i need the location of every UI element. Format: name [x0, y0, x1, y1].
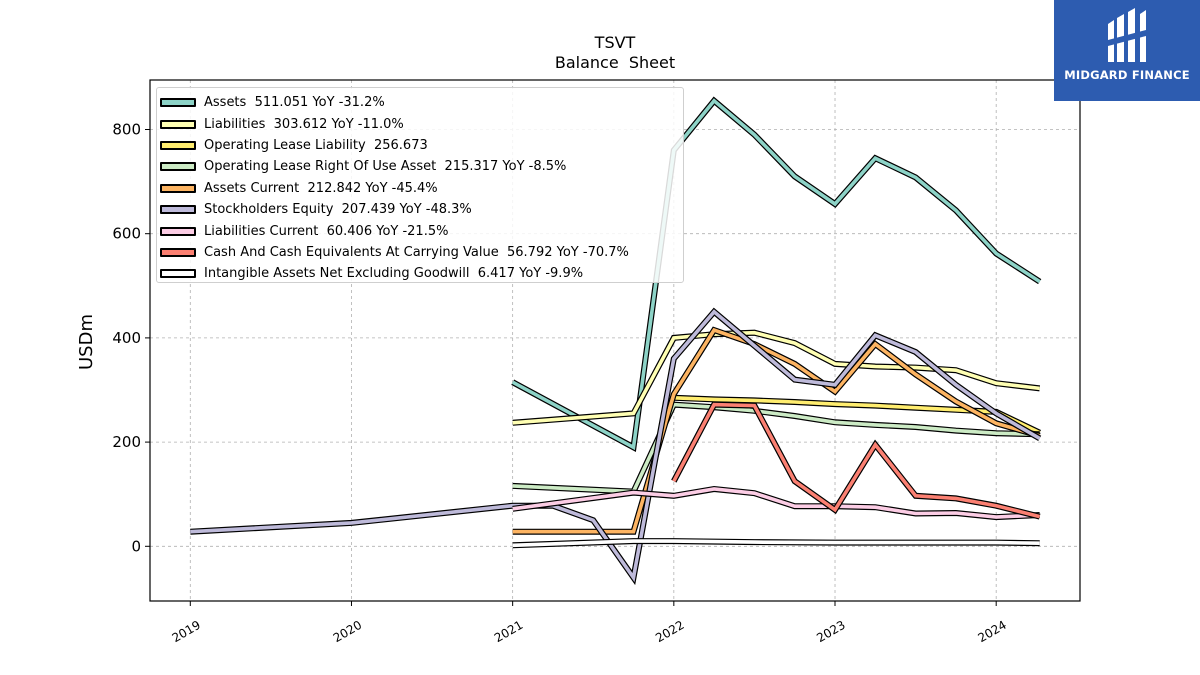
chart-subtitle: Balance Sheet [555, 53, 675, 72]
x-tick-label: 2022 [653, 618, 686, 645]
legend-entry: Stockholders Equity 207.439 YoY -48.3% [157, 199, 683, 220]
legend-entry: Operating Lease Right Of Use Asset 215.3… [157, 156, 683, 177]
legend-label: Assets Current 212.842 YoY -45.4% [204, 180, 438, 196]
x-tick-label: 2023 [814, 618, 847, 645]
x-tick-label: 2021 [492, 618, 525, 645]
y-tick-label: 200 [112, 433, 141, 451]
x-tick-label: 2020 [331, 618, 364, 645]
legend-entry: Cash And Cash Equivalents At Carrying Va… [157, 242, 683, 263]
y-tick-label: 800 [112, 120, 141, 138]
chart-title: TSVT [594, 33, 636, 52]
legend-swatch [160, 183, 196, 193]
y-tick-label: 400 [112, 329, 141, 347]
legend-label: Assets 511.051 YoY -31.2% [204, 95, 385, 111]
y-axis-label: USDm [76, 314, 97, 370]
series-intangible-assets-net-excluding-goodwill [512, 538, 1040, 549]
legend-label: Operating Lease Liability 256.673 [204, 137, 428, 153]
legend-label: Stockholders Equity 207.439 YoY -48.3% [204, 202, 472, 218]
legend-entry: Liabilities 303.612 YoY -11.0% [157, 113, 683, 134]
legend-entry: Assets Current 212.842 YoY -45.4% [157, 178, 683, 199]
series-line [672, 402, 1041, 519]
series-line [190, 309, 1041, 583]
legend-entry: Operating Lease Liability 256.673 [157, 135, 683, 156]
legend: Assets 511.051 YoY -31.2% Liabilities 303… [156, 87, 684, 283]
legend-swatch [160, 226, 196, 236]
series-assets-current [512, 326, 1041, 535]
legend-label: Intangible Assets Net Excluding Goodwill… [204, 266, 584, 282]
legend-swatch [160, 162, 196, 172]
brand-logo: MIDGARD FINANCE [1054, 0, 1200, 101]
x-tick-label: 2019 [170, 618, 203, 645]
series-stockholders-equity [190, 307, 1042, 586]
series-line [512, 327, 1041, 534]
series-line [512, 487, 1040, 519]
legend-swatch [160, 119, 196, 129]
legend-label: Cash And Cash Equivalents At Carrying Va… [204, 244, 629, 260]
series-line [512, 330, 1040, 425]
legend-entry: Liabilities Current 60.406 YoY -21.5% [157, 220, 683, 241]
series-liabilities [512, 329, 1041, 426]
legend-swatch [160, 98, 196, 108]
plot-frame [149, 79, 1081, 602]
legend-entry: Assets 511.051 YoY -31.2% [157, 92, 683, 113]
midgard-logo-icon [1108, 8, 1146, 62]
series-line [512, 539, 1040, 548]
legend-label: Liabilities 303.612 YoY -11.0% [204, 116, 404, 132]
y-tick-label: 0 [131, 537, 141, 555]
series-liabilities-current [512, 485, 1040, 521]
series-lines [190, 96, 1042, 586]
brand-name: MIDGARD FINANCE [1064, 68, 1190, 82]
legend-swatch [160, 247, 196, 257]
series-cash-and-cash-equivalents-at-carrying-value [671, 401, 1041, 520]
legend-entry: Intangible Assets Net Excluding Goodwill… [157, 263, 683, 284]
legend-swatch [160, 140, 196, 150]
x-tick-label: 2024 [975, 618, 1008, 645]
y-tick-label: 600 [112, 225, 141, 243]
legend-label: Operating Lease Right Of Use Asset 215.3… [204, 159, 567, 175]
legend-label: Liabilities Current 60.406 YoY -21.5% [204, 223, 449, 239]
legend-swatch [160, 269, 196, 279]
legend-swatch [160, 205, 196, 215]
